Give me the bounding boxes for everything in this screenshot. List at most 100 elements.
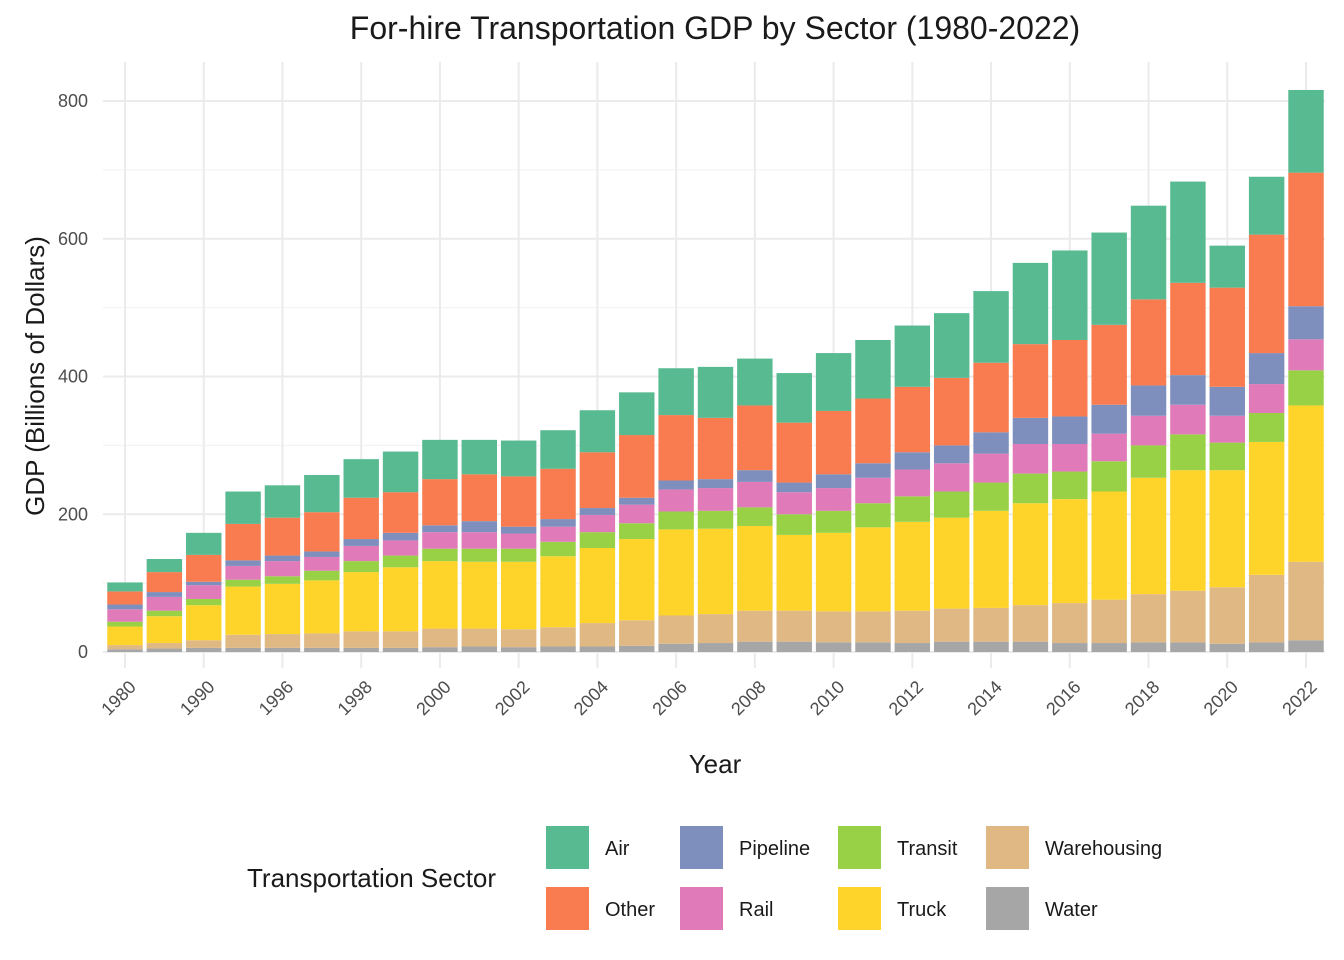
bar-segment-warehousing-1996 [264, 634, 301, 648]
bar-segment-air-1990 [186, 532, 222, 555]
bar-segment-pipeline-2022 [1288, 306, 1324, 340]
bar-segment-other-1985 [146, 572, 183, 593]
bar-segment-rail-2016 [1052, 444, 1088, 472]
legend-label-air: Air [605, 838, 630, 860]
bar-segment-warehousing-2009 [776, 610, 812, 642]
bar-segment-air-2008 [737, 358, 773, 406]
x-tick-label: 2010 [806, 677, 848, 719]
bar-segment-water-2009 [776, 641, 812, 652]
bar-segment-pipeline-2019 [1170, 375, 1206, 405]
bar-segment-other-2017 [1091, 324, 1127, 405]
bar-segment-transit-2000 [422, 548, 458, 562]
bar-segment-air-1996 [264, 485, 301, 518]
bar-segment-truck-1996 [264, 583, 301, 635]
bar-segment-transit-1980 [107, 621, 143, 627]
bar-segment-other-2021 [1248, 234, 1285, 354]
legend-label-pipeline: Pipeline [739, 838, 810, 860]
bar-segment-truck-2009 [776, 534, 812, 611]
bar-segment-truck-2006 [658, 529, 694, 616]
bar-segment-water-2022 [1288, 640, 1324, 652]
bar-segment-pipeline-2002 [500, 526, 537, 534]
bar-segment-water-2021 [1248, 642, 1285, 652]
bar-segment-other-2015 [1012, 344, 1049, 418]
bar-segment-pipeline-1980 [107, 604, 143, 610]
bar-segment-transit-2015 [1012, 473, 1049, 504]
x-tick-label: 2022 [1278, 677, 1320, 719]
x-tick-label: 2018 [1121, 677, 1163, 719]
bar-segment-transit-2003 [540, 541, 576, 557]
bar-segment-pipeline-2015 [1012, 417, 1049, 444]
bar-segment-water-2013 [933, 641, 970, 652]
bar-segment-pipeline-1997 [304, 551, 340, 557]
bar-segment-rail-2000 [422, 532, 458, 549]
bar-segment-other-1990 [186, 554, 222, 582]
bar-segment-warehousing-2019 [1170, 590, 1206, 643]
bar-segment-truck-2014 [973, 510, 1009, 608]
bar-segment-transit-2022 [1288, 370, 1324, 406]
bar-segment-truck-2001 [461, 561, 498, 629]
bar-segment-truck-2002 [500, 561, 537, 630]
bar-segment-water-2012 [894, 643, 931, 652]
bar-segment-truck-1990 [186, 605, 222, 641]
bar-segment-truck-2019 [1170, 470, 1206, 591]
chart-title: For-hire Transportation GDP by Sector (1… [350, 10, 1080, 46]
bar-segment-air-1998 [343, 459, 379, 498]
bar-segment-transit-2019 [1170, 434, 1206, 471]
bar-segment-other-1980 [107, 591, 143, 605]
bar-segment-other-2002 [500, 476, 537, 527]
bar-segment-air-2015 [1012, 262, 1049, 345]
bar-segment-rail-2006 [658, 489, 694, 512]
y-tick-label: 600 [58, 229, 88, 249]
bar-segment-rail-2008 [737, 481, 773, 508]
bar-segment-truck-1997 [304, 580, 340, 634]
legend-key-air [546, 826, 589, 869]
bar-segment-rail-2001 [461, 532, 498, 549]
bar-segment-pipeline-2014 [973, 432, 1009, 454]
bar-segment-other-2019 [1170, 282, 1206, 376]
bar-segment-air-2013 [933, 313, 970, 378]
bar-segment-rail-2012 [894, 469, 931, 497]
bar-segment-warehousing-2022 [1288, 561, 1324, 641]
bar-segment-air-2002 [500, 440, 537, 477]
bar-segment-transit-2009 [776, 514, 812, 535]
bar-segment-pipeline-2013 [933, 445, 970, 464]
bar-segment-water-2011 [855, 642, 891, 652]
bar-segment-truck-2022 [1288, 405, 1324, 562]
bar-segment-water-2008 [737, 641, 773, 652]
bar-segment-warehousing-2021 [1248, 574, 1285, 643]
bar-segment-truck-2021 [1248, 441, 1285, 575]
bar-segment-air-2009 [776, 373, 812, 423]
legend-label-truck: Truck [897, 899, 947, 921]
bar-segment-pipeline-2017 [1091, 404, 1127, 434]
bar-segment-rail-1980 [107, 609, 143, 622]
bar-segment-warehousing-2017 [1091, 599, 1127, 644]
x-tick-label: 2004 [570, 677, 612, 719]
bar-segment-water-2015 [1012, 641, 1049, 652]
legend-label-warehousing: Warehousing [1045, 838, 1162, 860]
y-tick-label: 400 [58, 367, 88, 387]
bar-segment-rail-2020 [1209, 415, 1245, 443]
bar-segment-truck-1980 [107, 626, 143, 646]
bar-segment-air-2021 [1248, 176, 1285, 235]
bar-segment-water-1997 [304, 647, 340, 652]
y-tick-label: 800 [58, 91, 88, 111]
bar-segment-pipeline-1998 [343, 539, 379, 546]
bar-segment-warehousing-2003 [540, 627, 576, 647]
bar-segment-rail-1996 [264, 561, 301, 577]
bar-segment-truck-1985 [146, 616, 183, 644]
legend-key-water [986, 887, 1029, 930]
legend-key-rail [680, 887, 723, 930]
bar-segment-transit-2008 [737, 507, 773, 526]
bar-segment-water-2005 [619, 645, 655, 652]
bar-segment-pipeline-2007 [697, 479, 734, 489]
bar-segment-transit-2006 [658, 511, 694, 530]
bar-segment-warehousing-2006 [658, 615, 694, 644]
bar-segment-water-2020 [1209, 643, 1245, 652]
legend-label-water: Water [1045, 899, 1098, 921]
y-axis-title: GDP (Billions of Dollars) [20, 236, 50, 516]
bar-segment-warehousing-2000 [422, 628, 458, 648]
bar-segment-other-2016 [1052, 340, 1088, 417]
bar-segment-rail-2013 [933, 463, 970, 492]
bar-segment-water-1996 [264, 647, 301, 652]
